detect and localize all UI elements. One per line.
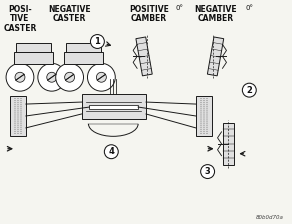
Text: 4: 4: [108, 147, 114, 156]
Circle shape: [6, 63, 34, 91]
Text: 0°: 0°: [245, 5, 253, 11]
Circle shape: [15, 72, 25, 82]
Circle shape: [38, 63, 66, 91]
Bar: [10, 96, 26, 136]
Text: 2: 2: [246, 86, 252, 95]
Text: 3: 3: [205, 167, 211, 176]
Circle shape: [242, 83, 256, 97]
Bar: [64, 52, 103, 64]
Text: NEGATIVE
CAMBER: NEGATIVE CAMBER: [194, 5, 237, 24]
Circle shape: [88, 63, 115, 91]
Circle shape: [96, 72, 106, 82]
Text: NEGATIVE
CASTER: NEGATIVE CASTER: [48, 5, 91, 24]
Circle shape: [104, 145, 118, 159]
Bar: [196, 96, 212, 136]
Circle shape: [56, 63, 84, 91]
Text: 0°: 0°: [176, 5, 184, 11]
Text: 80b0d70a: 80b0d70a: [256, 215, 284, 220]
Bar: [81, 94, 146, 119]
Polygon shape: [207, 37, 224, 76]
Bar: [89, 105, 138, 109]
Circle shape: [47, 72, 57, 82]
Text: POSITIVE
CAMBER: POSITIVE CAMBER: [129, 5, 169, 24]
Circle shape: [201, 165, 215, 179]
Text: POSI-
TIVE
CASTER: POSI- TIVE CASTER: [3, 5, 37, 33]
Polygon shape: [223, 123, 234, 165]
Bar: [16, 43, 51, 52]
Bar: [66, 43, 101, 52]
Bar: [14, 52, 53, 64]
Text: 1: 1: [95, 37, 100, 46]
Polygon shape: [136, 37, 152, 76]
Circle shape: [65, 72, 74, 82]
Circle shape: [91, 34, 104, 48]
